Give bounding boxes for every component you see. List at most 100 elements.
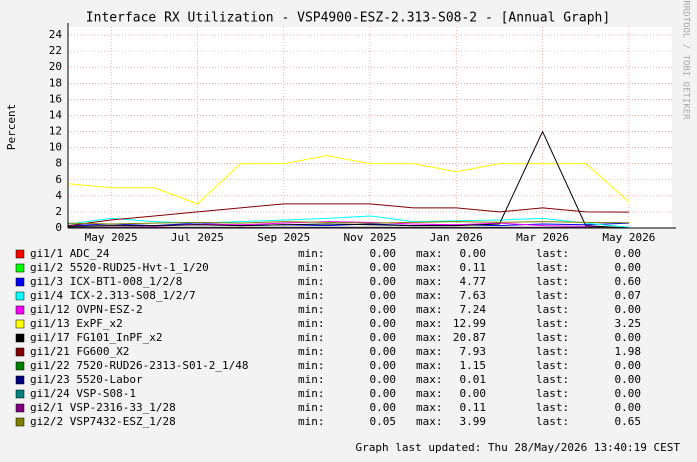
y-tick-label: 8 (55, 157, 62, 170)
legend-label: gi1/4 ICX-2.313-S08_1/2/7 (30, 289, 196, 302)
legend-min: 0.00 (370, 275, 397, 288)
y-tick-label: 0 (55, 221, 62, 234)
legend-min: 0.00 (370, 359, 397, 372)
legend-min-label: min: (298, 415, 325, 428)
legend-min: 0.00 (370, 289, 397, 302)
legend-max-label: max: (416, 401, 443, 414)
legend-label: gi2/1 VSP-2316-33_1/28 (30, 401, 176, 414)
legend-min: 0.00 (370, 401, 397, 414)
legend-min: 0.00 (370, 317, 397, 330)
legend-last-label: last: (536, 303, 569, 316)
x-tick-label: May 2026 (602, 231, 655, 244)
legend-swatch (15, 319, 25, 329)
y-tick-label: 4 (55, 189, 62, 202)
legend-last-label: last: (536, 247, 569, 260)
legend-min: 0.00 (370, 331, 397, 344)
legend-last-label: last: (536, 415, 569, 428)
legend-min-label: min: (298, 345, 325, 358)
legend-last: 0.00 (615, 331, 642, 344)
legend-max-label: max: (416, 275, 443, 288)
legend-max: 1.15 (460, 359, 487, 372)
legend-swatch (15, 417, 25, 427)
legend-last-label: last: (536, 345, 569, 358)
legend-max: 0.11 (460, 261, 487, 274)
series-line (67, 203, 629, 227)
series-line (67, 221, 629, 229)
y-tick-label: 6 (55, 173, 62, 186)
legend-min-label: min: (298, 261, 325, 274)
legend-label: gi1/23 5520-Labor (30, 373, 143, 386)
y-tick-label: 16 (49, 92, 62, 105)
legend-min-label: min: (298, 401, 325, 414)
legend-max: 12.99 (453, 317, 486, 330)
legend-max: 20.87 (453, 331, 486, 344)
legend-swatch (15, 249, 25, 259)
y-tick-label: 24 (49, 28, 63, 41)
y-axis-label: Percent (5, 104, 18, 150)
x-tick-label: Nov 2025 (344, 231, 397, 244)
legend-max-label: max: (416, 331, 443, 344)
x-tick-label: Mar 2026 (516, 231, 569, 244)
y-tick-label: 12 (49, 125, 62, 138)
legend-last-label: last: (536, 401, 569, 414)
legend-last: 0.00 (615, 373, 642, 386)
series-line (67, 215, 629, 228)
legend-last-label: last: (536, 373, 569, 386)
legend-swatch (15, 263, 25, 273)
legend-last-label: last: (536, 317, 569, 330)
legend-max: 7.93 (460, 345, 487, 358)
legend-last-label: last: (536, 275, 569, 288)
legend-max-label: max: (416, 345, 443, 358)
legend-label: gi1/22 7520-RUD26-2313-S01-2_1/48 (30, 359, 249, 372)
legend-label: gi1/13 ExPF_x2 (30, 317, 123, 330)
legend-max-label: max: (416, 289, 443, 302)
legend-last: 0.65 (615, 415, 642, 428)
legend-label: gi1/21 FG600_X2 (30, 345, 129, 358)
y-tick-label: 2 (55, 205, 62, 218)
legend-max: 3.99 (460, 415, 487, 428)
legend-min: 0.00 (370, 387, 397, 400)
legend-last-label: last: (536, 261, 569, 274)
legend-max: 4.77 (460, 275, 487, 288)
legend-min: 0.05 (370, 415, 397, 428)
legend-max-label: max: (416, 387, 443, 400)
legend-max-label: max: (416, 247, 443, 260)
x-tick-label: Jul 2025 (171, 231, 224, 244)
legend-label: gi1/3 ICX-BT1-008_1/2/8 (30, 275, 182, 288)
legend-min-label: min: (298, 303, 325, 316)
legend-swatch (15, 375, 25, 385)
legend-min: 0.00 (370, 345, 397, 358)
x-tick-label: Jan 2026 (430, 231, 483, 244)
watermark: RRDTOOL / TOBI OETIKER (681, 0, 691, 120)
legend-min-label: min: (298, 331, 325, 344)
legend-last: 0.00 (615, 387, 642, 400)
legend-label: gi1/2 5520-RUD25-Hvt-1_1/20 (30, 261, 209, 274)
legend-last-label: last: (536, 359, 569, 372)
legend-max-label: max: (416, 359, 443, 372)
legend-min-label: min: (298, 359, 325, 372)
legend-label: gi1/24 VSP-S08-1 (30, 387, 136, 400)
legend-swatch (15, 333, 25, 343)
legend-swatch (15, 347, 25, 357)
legend-last: 0.00 (615, 401, 642, 414)
legend-max: 0.00 (460, 247, 487, 260)
series-line (67, 155, 630, 205)
legend-min-label: min: (298, 275, 325, 288)
legend-max-label: max: (416, 373, 443, 386)
legend-max: 0.11 (460, 401, 487, 414)
legend-max: 7.63 (460, 289, 487, 302)
legend-last-label: last: (536, 387, 569, 400)
chart-title: Interface RX Utilization - VSP4900-ESZ-2… (86, 11, 610, 26)
legend-last: 0.00 (615, 359, 642, 372)
legend-min: 0.00 (370, 373, 397, 386)
legend-last: 0.00 (615, 261, 642, 274)
legend-swatch (15, 403, 25, 413)
y-tick-label: 20 (49, 60, 62, 73)
y-tick-label: 14 (49, 108, 63, 121)
legend-min-label: min: (298, 373, 325, 386)
y-tick-label: 22 (49, 44, 62, 57)
series-line (67, 130, 629, 229)
legend-last: 0.60 (615, 275, 642, 288)
legend-max: 7.24 (460, 303, 487, 316)
